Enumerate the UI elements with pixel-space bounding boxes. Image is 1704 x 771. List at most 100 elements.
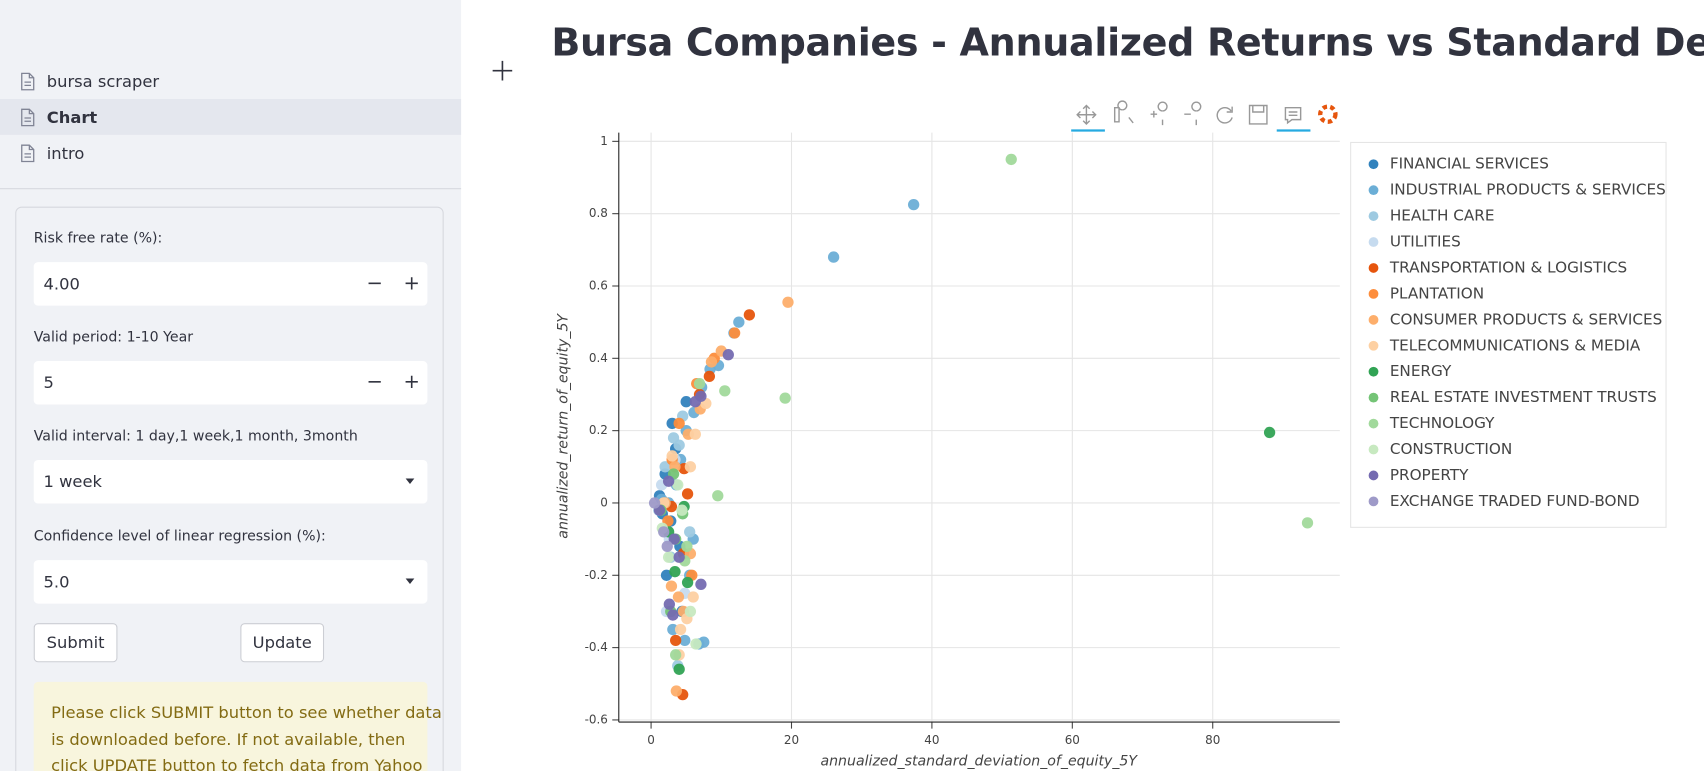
- caret: [405, 578, 415, 584]
- legend-label: TELECOMMUNICATIONS & MEDIA: [1389, 336, 1641, 354]
- decrement[interactable]: −: [366, 370, 383, 394]
- page-title: Bursa Companies - Annualized Returns vs …: [551, 21, 1704, 66]
- hover-tool[interactable]: [1284, 106, 1302, 125]
- point: [743, 309, 756, 321]
- increment[interactable]: +: [403, 370, 420, 394]
- x-tick-label: 20: [784, 733, 799, 747]
- legend-swatch: [1368, 444, 1379, 455]
- point: [782, 296, 794, 308]
- point: [676, 504, 688, 516]
- legend-label: INDUSTRIAL PRODUCTS & SERVICES: [1390, 181, 1666, 199]
- y-tick-label: 0.2: [589, 423, 608, 437]
- point: [673, 551, 685, 563]
- point: [779, 392, 791, 404]
- point: [667, 609, 679, 621]
- legend-swatch: [1368, 263, 1379, 273]
- legend-label: PLANTATION: [1390, 284, 1484, 302]
- legend-swatch: [1368, 392, 1379, 403]
- point: [648, 497, 661, 509]
- sidebar: bursa scraper Chart intro Risk free rate…: [0, 0, 462, 771]
- y-tick-label: 0: [600, 495, 608, 509]
- input-value: 5: [43, 373, 54, 393]
- caret: [405, 478, 415, 484]
- legend-swatch: [1368, 159, 1379, 170]
- number-input[interactable]: 4.00 − +: [33, 262, 428, 306]
- point: [703, 370, 716, 383]
- x-tick-label: 80: [1205, 733, 1220, 747]
- point: [662, 551, 675, 563]
- point: [662, 475, 675, 487]
- point: [687, 591, 699, 603]
- legend-swatch: [1368, 470, 1379, 481]
- point: [673, 417, 685, 430]
- pan-tool[interactable]: [1076, 104, 1097, 125]
- legend-label: TRANSPORTATION & LOGISTICS: [1389, 258, 1627, 276]
- bokeh-logo[interactable]: [1318, 104, 1338, 124]
- zoom-in-tool[interactable]: [1150, 101, 1168, 126]
- field-label: Valid period: 1-10 Year: [33, 329, 194, 346]
- select[interactable]: 5.0: [33, 560, 428, 604]
- point: [1263, 426, 1276, 439]
- y-tick-label: -0.6: [585, 712, 608, 726]
- point: [670, 685, 683, 697]
- save-tool[interactable]: [1248, 104, 1268, 125]
- x-tick-label: 40: [924, 733, 939, 747]
- y-tick-label: 0.8: [589, 206, 608, 220]
- input-value: 4.00: [43, 274, 80, 294]
- legend-swatch: [1368, 418, 1379, 429]
- point: [733, 316, 745, 328]
- legend-label: EXCHANGE TRADED FUND-BOND: [1390, 492, 1640, 510]
- field-label: Valid interval: 1 day,1 week,1 month, 3m…: [33, 428, 358, 445]
- point: [669, 634, 682, 647]
- point: [672, 479, 684, 491]
- box-zoom-tool[interactable]: [1113, 100, 1134, 124]
- nav-item[interactable]: bursa scraper: [0, 63, 461, 99]
- reset-tool[interactable]: [1216, 106, 1233, 124]
- update-button[interactable]: Update: [240, 623, 325, 663]
- point: [907, 198, 920, 211]
- zoom-out-tool[interactable]: [1184, 101, 1202, 126]
- point: [659, 461, 671, 473]
- point: [827, 251, 840, 263]
- form: Risk free rate (%): 4.00− + Valid period:…: [15, 206, 444, 771]
- legend-swatch: [1368, 289, 1379, 299]
- point: [673, 663, 685, 675]
- legend-swatch: [1368, 185, 1379, 196]
- legend-swatch: [1368, 211, 1379, 221]
- nav-item[interactable]: intro: [0, 135, 461, 171]
- point: [722, 349, 734, 361]
- nav-label: intro: [46, 143, 85, 163]
- point: [681, 488, 694, 500]
- legend-swatch: [1368, 366, 1379, 377]
- submit-button[interactable]: Submit: [33, 623, 118, 663]
- increment[interactable]: +: [403, 271, 420, 295]
- point: [665, 580, 678, 592]
- select[interactable]: 1 week: [33, 460, 428, 504]
- page-icon: [21, 108, 35, 126]
- page-icon: [21, 72, 35, 90]
- field-label: Risk free rate (%):: [33, 230, 163, 247]
- point: [689, 428, 701, 440]
- point: [712, 490, 724, 502]
- point: [693, 377, 706, 390]
- x-axis-label: annualized_standard_deviation_of_equity_…: [820, 753, 1138, 769]
- legend-label: CONSUMER PRODUCTS & SERVICES: [1390, 310, 1662, 328]
- y-tick-label: 1: [600, 134, 608, 148]
- separator: [0, 188, 462, 190]
- point: [728, 327, 741, 339]
- nav-item[interactable]: Chart: [0, 98, 462, 135]
- decrement[interactable]: −: [366, 271, 383, 295]
- nav-label: Chart: [46, 107, 98, 127]
- point: [672, 591, 685, 603]
- info-box: Please click SUBMIT button to see whethe…: [33, 681, 442, 771]
- expand-icon[interactable]: [492, 60, 514, 82]
- legend-swatch: [1368, 496, 1379, 507]
- point: [690, 638, 702, 650]
- legend-swatch: [1368, 340, 1379, 351]
- point: [684, 605, 697, 618]
- info-line: is downloaded before. If not available, …: [51, 729, 406, 749]
- point: [666, 450, 678, 462]
- number-input[interactable]: 5 − +: [33, 361, 428, 405]
